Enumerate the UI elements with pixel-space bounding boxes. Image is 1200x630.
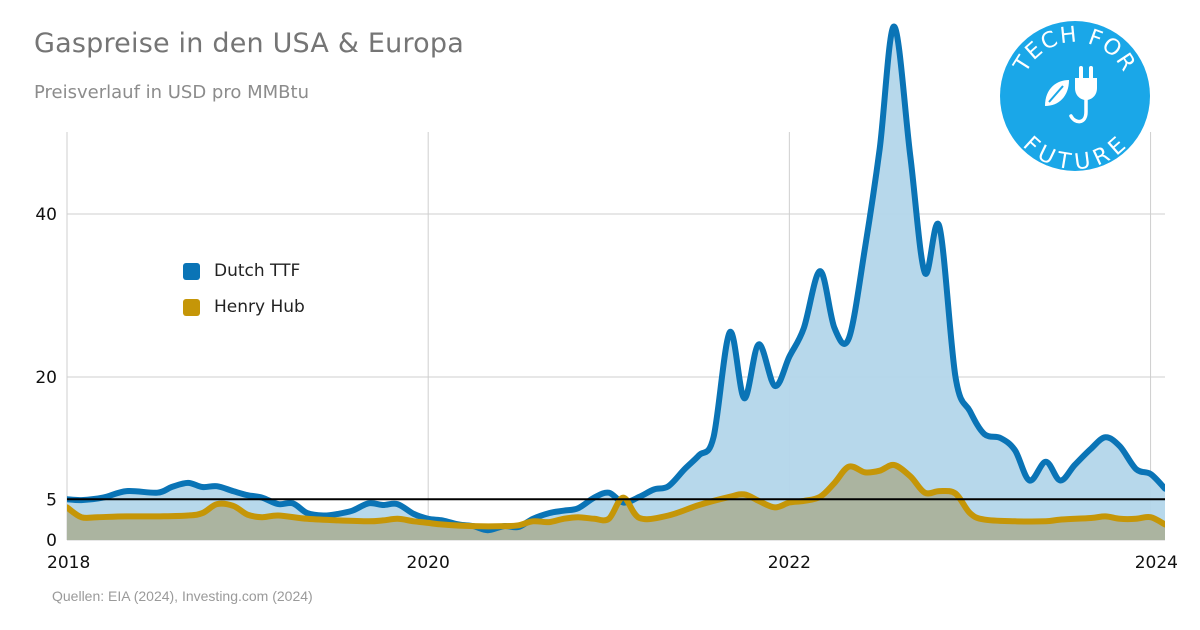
tech-for-future-logo: TECH FOR FUTURE bbox=[1000, 21, 1150, 172]
legend-label-dutch-ttf: Dutch TTF bbox=[214, 261, 301, 281]
x-axis-ticks: 2018 2020 2022 2024 bbox=[47, 553, 1178, 573]
source-note: Quellen: EIA (2024), Investing.com (2024… bbox=[52, 588, 313, 604]
chart-title: Gaspreise in den USA & Europa bbox=[34, 28, 464, 59]
y-axis-ticks: 0 5 20 40 bbox=[35, 205, 57, 551]
y-tick-label-40: 40 bbox=[35, 205, 57, 225]
chart-subtitle: Preisverlauf in USD pro MMBtu bbox=[34, 82, 309, 103]
x-tick-label-2024: 2024 bbox=[1135, 553, 1178, 573]
x-tick-label-2018: 2018 bbox=[47, 553, 90, 573]
legend-item-henry-hub[interactable]: Henry Hub bbox=[183, 294, 305, 320]
chart-lines bbox=[67, 23, 1165, 534]
x-tick-label-2020: 2020 bbox=[407, 553, 450, 573]
legend-item-dutch-ttf[interactable]: Dutch TTF bbox=[183, 258, 305, 284]
y-tick-label-5: 5 bbox=[46, 490, 57, 510]
legend: Dutch TTF Henry Hub bbox=[183, 258, 305, 330]
legend-label-henry-hub: Henry Hub bbox=[214, 297, 305, 317]
legend-swatch-henry-hub bbox=[183, 298, 200, 316]
area-dutch-ttf bbox=[67, 26, 1165, 540]
legend-swatch-dutch-ttf bbox=[183, 262, 200, 280]
x-tick-label-2022: 2022 bbox=[768, 553, 811, 573]
y-tick-label-0: 0 bbox=[46, 531, 57, 551]
line-henry-hub bbox=[67, 461, 1165, 530]
line-dutch-ttf bbox=[67, 23, 1165, 534]
y-tick-label-20: 20 bbox=[35, 368, 57, 388]
plug-leaf-icon bbox=[1045, 66, 1097, 124]
